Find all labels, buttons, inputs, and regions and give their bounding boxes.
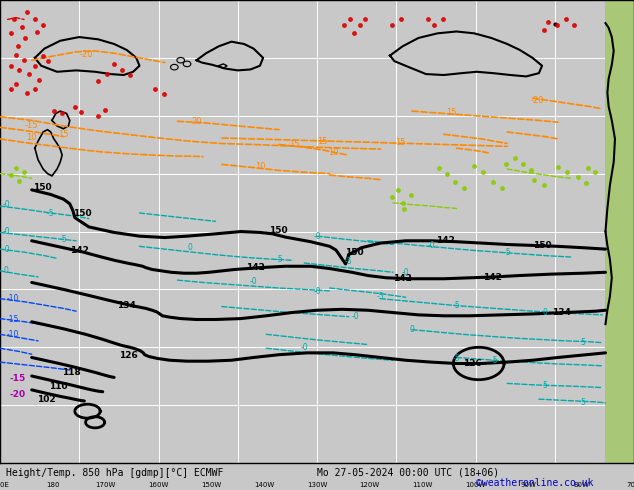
Text: 134: 134	[552, 308, 571, 317]
Text: -0: -0	[402, 268, 410, 277]
Text: 150W: 150W	[201, 482, 221, 488]
Text: -10: -10	[6, 330, 19, 339]
Text: 0: 0	[188, 243, 193, 252]
Text: 180: 180	[46, 482, 60, 488]
Text: Height/Temp. 850 hPa [gdmp][°C] ECMWF: Height/Temp. 850 hPa [gdmp][°C] ECMWF	[6, 468, 224, 478]
Text: 0: 0	[543, 308, 548, 317]
Text: -10: -10	[6, 294, 19, 303]
Polygon shape	[35, 37, 139, 75]
Text: -0: -0	[3, 245, 10, 254]
Circle shape	[171, 64, 178, 70]
Text: 100W: 100W	[465, 482, 486, 488]
Text: 142: 142	[246, 263, 265, 272]
Text: -20: -20	[531, 97, 545, 105]
Text: 170E: 170E	[0, 482, 9, 488]
Text: 134: 134	[117, 301, 136, 310]
Text: -15: -15	[25, 122, 39, 130]
Text: 90W: 90W	[521, 482, 536, 488]
Text: 15: 15	[58, 130, 68, 139]
Polygon shape	[219, 64, 227, 69]
Text: 20: 20	[191, 117, 202, 126]
Text: -5: -5	[377, 292, 384, 301]
Text: 110W: 110W	[413, 482, 433, 488]
Text: 126: 126	[119, 351, 138, 360]
Text: 150: 150	[33, 183, 51, 192]
Text: ©weatheronline.co.uk: ©weatheronline.co.uk	[476, 478, 593, 488]
Text: 110: 110	[49, 382, 68, 391]
Text: 142: 142	[70, 245, 89, 254]
Circle shape	[177, 57, 184, 63]
Text: 140W: 140W	[254, 482, 275, 488]
Text: -0: -0	[3, 200, 10, 209]
Text: -0: -0	[427, 241, 435, 250]
Text: 15: 15	[290, 141, 300, 149]
Text: 10: 10	[27, 133, 37, 142]
Text: 70W: 70W	[626, 482, 634, 488]
Text: 102: 102	[37, 394, 55, 404]
Text: -5: -5	[275, 255, 283, 264]
Text: -5: -5	[491, 356, 498, 365]
Text: 170W: 170W	[96, 482, 116, 488]
Circle shape	[183, 61, 191, 67]
Bar	[605, 0, 634, 463]
Text: -20: -20	[10, 390, 25, 399]
Text: 142: 142	[436, 236, 455, 245]
Polygon shape	[52, 111, 70, 129]
Text: 126: 126	[463, 359, 482, 368]
Text: Mo 27-05-2024 00:00 UTC (18+06): Mo 27-05-2024 00:00 UTC (18+06)	[317, 468, 499, 478]
Text: 0: 0	[4, 267, 9, 275]
Text: -0: -0	[313, 232, 321, 241]
Text: 15: 15	[396, 138, 406, 147]
Text: -5: -5	[453, 301, 460, 310]
Text: -15: -15	[10, 374, 26, 383]
Text: 15: 15	[317, 137, 327, 146]
Text: 130W: 130W	[307, 482, 327, 488]
Text: -20: -20	[79, 49, 93, 59]
Text: -5: -5	[47, 209, 55, 218]
Text: -0: -0	[3, 227, 10, 236]
Text: 150: 150	[269, 225, 288, 235]
Text: -5: -5	[60, 235, 67, 244]
Text: -15: -15	[6, 315, 19, 324]
Text: -5: -5	[345, 257, 353, 266]
Polygon shape	[35, 130, 62, 176]
Text: 160W: 160W	[148, 482, 169, 488]
Text: -0: -0	[301, 343, 308, 352]
Text: 120W: 120W	[359, 482, 380, 488]
Polygon shape	[197, 42, 263, 71]
Text: 0: 0	[410, 325, 415, 334]
Text: 10: 10	[328, 148, 339, 157]
Text: -0: -0	[313, 287, 321, 296]
Text: 80W: 80W	[573, 482, 589, 488]
Text: 142: 142	[393, 274, 412, 283]
Text: -0: -0	[250, 277, 257, 286]
Text: 118: 118	[62, 368, 81, 377]
Text: -5: -5	[453, 354, 460, 363]
Text: -0: -0	[351, 312, 359, 321]
Text: 150: 150	[533, 241, 551, 250]
Text: 5: 5	[581, 338, 586, 347]
Text: 15: 15	[446, 108, 456, 117]
Text: 10: 10	[255, 162, 265, 171]
Text: 150: 150	[73, 209, 91, 219]
Text: 5: 5	[543, 381, 548, 390]
Text: -5: -5	[503, 248, 511, 257]
Text: 150: 150	[346, 248, 364, 257]
Text: 142: 142	[483, 273, 502, 282]
Polygon shape	[390, 31, 542, 76]
Text: 5: 5	[581, 398, 586, 407]
